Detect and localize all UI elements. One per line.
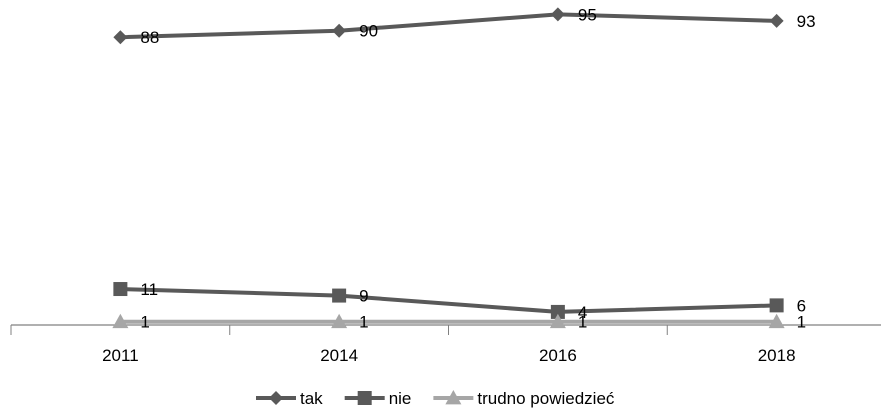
data-label: 93 [797, 12, 816, 31]
data-point-triangle [768, 313, 785, 329]
series-line-diamond [120, 12, 777, 40]
data-label: 88 [140, 28, 159, 47]
data-label: 1 [359, 313, 368, 332]
data-point-square [332, 288, 347, 303]
legend-item-square: nie [344, 389, 412, 408]
data-label: 1 [140, 313, 149, 332]
data-point-square [113, 282, 128, 297]
data-point-diamond [769, 13, 784, 28]
x-tick-label: 2014 [320, 346, 358, 365]
legend-label: trudno powiedzieć [477, 389, 615, 408]
data-point-triangle [549, 313, 566, 329]
series-line-square [120, 287, 777, 314]
data-point-square [769, 298, 784, 313]
legend-item-diamond: tak [256, 389, 323, 408]
data-point-diamond [332, 23, 347, 38]
data-label: 11 [140, 280, 158, 299]
legend-marker-square [357, 391, 372, 405]
data-label: 9 [359, 287, 368, 306]
data-point-triangle [331, 313, 348, 329]
data-label: 4 [578, 303, 587, 322]
legend-label: nie [389, 389, 412, 408]
x-tick-label: 2016 [539, 346, 577, 365]
x-tick-label: 2011 [102, 346, 139, 365]
legend-item-triangle: trudno powiedzieć [433, 389, 615, 408]
data-point-square [550, 304, 565, 319]
x-axis: 2011 2014 2016 2018 [10, 324, 881, 365]
legend-marker-triangle [445, 390, 462, 405]
data-point-diamond [113, 30, 128, 45]
data-point-triangle [112, 313, 129, 329]
x-tick-label: 2018 [758, 346, 796, 365]
legend: tak nie trudno powiedzieć [256, 389, 615, 408]
series-layer [112, 7, 785, 329]
data-point-diamond [550, 7, 565, 22]
data-label: 6 [797, 296, 806, 315]
data-label: 90 [359, 22, 378, 41]
data-label: 95 [578, 5, 597, 24]
data-label: 1 [797, 313, 806, 332]
legend-marker-diamond [269, 391, 283, 405]
data-label: 1 [578, 313, 587, 332]
legend-label: tak [300, 389, 323, 408]
